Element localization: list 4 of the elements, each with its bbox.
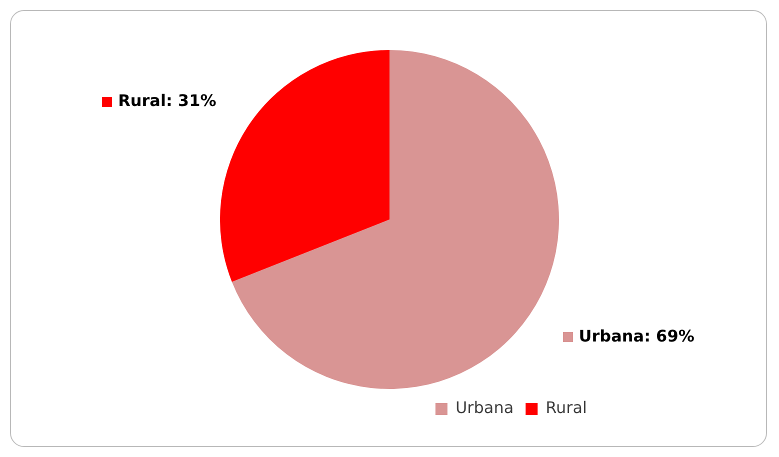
legend-label: Urbana <box>455 398 514 418</box>
legend-label: Rural <box>546 398 588 418</box>
data-label: Urbana: 69% <box>578 326 694 346</box>
data-label: Rural: 31% <box>118 90 216 110</box>
